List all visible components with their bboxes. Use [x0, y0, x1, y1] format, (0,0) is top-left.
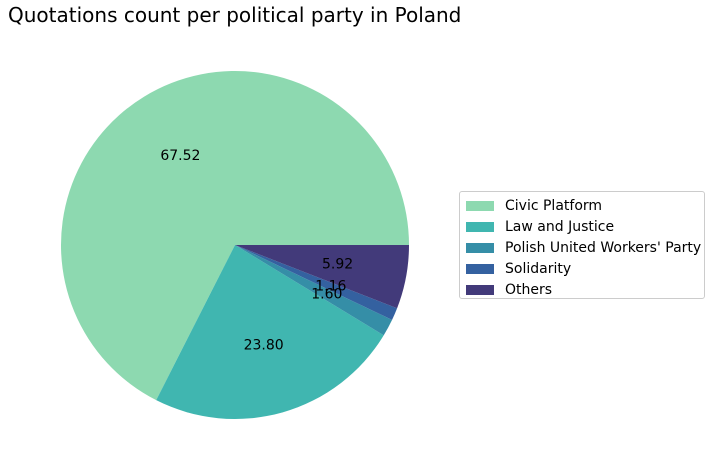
- pie-slice-solidarity: [235, 245, 398, 320]
- legend-item-solidarity: Solidarity: [466, 258, 704, 279]
- legend-swatch: [466, 221, 494, 232]
- legend-item-law-and-justice: Law and Justice: [466, 216, 704, 237]
- legend-swatch: [466, 263, 494, 274]
- slice-value-label: 67.52: [160, 148, 200, 164]
- pie-slice-law-and-justice: [156, 245, 384, 419]
- slice-value-label: 5.92: [322, 256, 353, 272]
- legend-label: Solidarity: [505, 260, 572, 277]
- slice-value-label: 1.16: [315, 278, 346, 294]
- legend: Civic Platform Law and Justice Polish Un…: [459, 191, 705, 299]
- slice-value-label: 1.60: [311, 287, 342, 303]
- pie-slice-polish-united-workers-party: [235, 245, 393, 336]
- legend-item-others: Others: [466, 279, 704, 300]
- legend-swatch: [466, 200, 494, 211]
- pie-slice-civic-platform: [61, 71, 410, 401]
- legend-label: Polish United Workers' Party: [505, 239, 702, 256]
- slice-value-label: 23.80: [244, 337, 284, 353]
- legend-label: Civic Platform: [505, 197, 603, 214]
- legend-label: Others: [505, 281, 553, 298]
- legend-swatch: [466, 284, 494, 295]
- legend-label: Law and Justice: [505, 218, 615, 235]
- pie-slice-others: [235, 245, 409, 309]
- chart-title: Quotations count per political party in …: [8, 3, 462, 27]
- legend-item-polish-united-workers-party: Polish United Workers' Party: [466, 237, 704, 258]
- legend-swatch: [466, 242, 494, 253]
- legend-item-civic-platform: Civic Platform: [466, 195, 704, 216]
